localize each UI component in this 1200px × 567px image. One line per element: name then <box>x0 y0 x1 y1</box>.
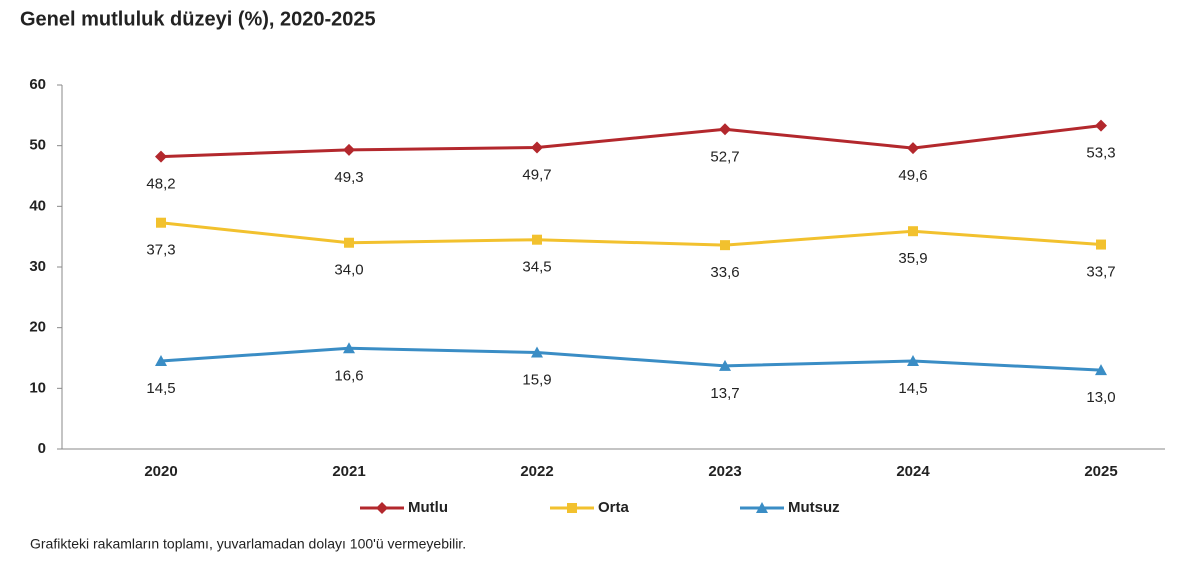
marker <box>376 502 388 514</box>
data-label: 16,6 <box>334 367 363 384</box>
marker <box>155 150 167 163</box>
y-tick-label: 10 <box>29 379 46 396</box>
marker <box>907 142 919 155</box>
marker <box>719 359 731 371</box>
series-line <box>160 124 1102 159</box>
marker <box>1095 119 1107 132</box>
marker <box>719 123 731 136</box>
data-label: 34,5 <box>522 259 551 276</box>
data-label: 49,7 <box>522 166 551 183</box>
data-label: 37,3 <box>146 242 175 259</box>
y-tick-label: 0 <box>38 440 46 457</box>
marker <box>1095 364 1107 376</box>
data-label: 34,0 <box>334 262 363 279</box>
data-label: 13,0 <box>1086 389 1115 406</box>
marker <box>532 234 542 245</box>
data-label: 33,6 <box>710 264 739 281</box>
marker <box>756 502 768 513</box>
data-label: 13,7 <box>710 385 739 402</box>
y-tick-label: 50 <box>29 137 46 154</box>
data-label: 48,2 <box>146 176 175 193</box>
marker <box>156 217 166 228</box>
y-tick-label: 20 <box>29 319 46 336</box>
x-tick-label: 2025 <box>1084 463 1117 480</box>
marker <box>567 503 577 513</box>
series-line <box>160 221 1102 247</box>
x-tick-label: 2023 <box>708 463 741 480</box>
data-label: 14,5 <box>898 380 927 397</box>
marker <box>720 240 730 251</box>
legend-label: Mutsuz <box>788 499 840 516</box>
x-tick-label: 2020 <box>144 463 177 480</box>
marker <box>531 346 543 358</box>
footnote: Grafikteki rakamların toplamı, yuvarlama… <box>30 536 466 552</box>
x-tick-label: 2022 <box>520 463 553 480</box>
marker <box>344 237 354 248</box>
series-line <box>160 346 1102 372</box>
legend-label: Orta <box>598 499 630 516</box>
chart-title: Genel mutluluk düzeyi (%), 2020-2025 <box>20 8 376 30</box>
marker <box>343 342 355 354</box>
x-tick-label: 2024 <box>896 463 930 480</box>
data-label: 49,6 <box>898 167 927 184</box>
data-label: 14,5 <box>146 380 175 397</box>
marker <box>907 355 919 367</box>
y-tick-label: 40 <box>29 197 46 214</box>
x-tick-label: 2021 <box>332 463 365 480</box>
marker <box>1096 239 1106 250</box>
data-label: 33,7 <box>1086 264 1115 281</box>
data-label: 49,3 <box>334 169 363 186</box>
data-label: 15,9 <box>522 372 551 389</box>
marker <box>343 143 355 156</box>
marker <box>155 355 167 367</box>
data-label: 53,3 <box>1086 145 1115 162</box>
y-tick-label: 30 <box>29 258 46 275</box>
data-label: 35,9 <box>898 250 927 267</box>
data-label: 52,7 <box>710 148 739 165</box>
marker <box>531 141 543 154</box>
marker <box>908 226 918 237</box>
y-tick-label: 60 <box>29 76 46 93</box>
legend-label: Mutlu <box>408 499 448 516</box>
